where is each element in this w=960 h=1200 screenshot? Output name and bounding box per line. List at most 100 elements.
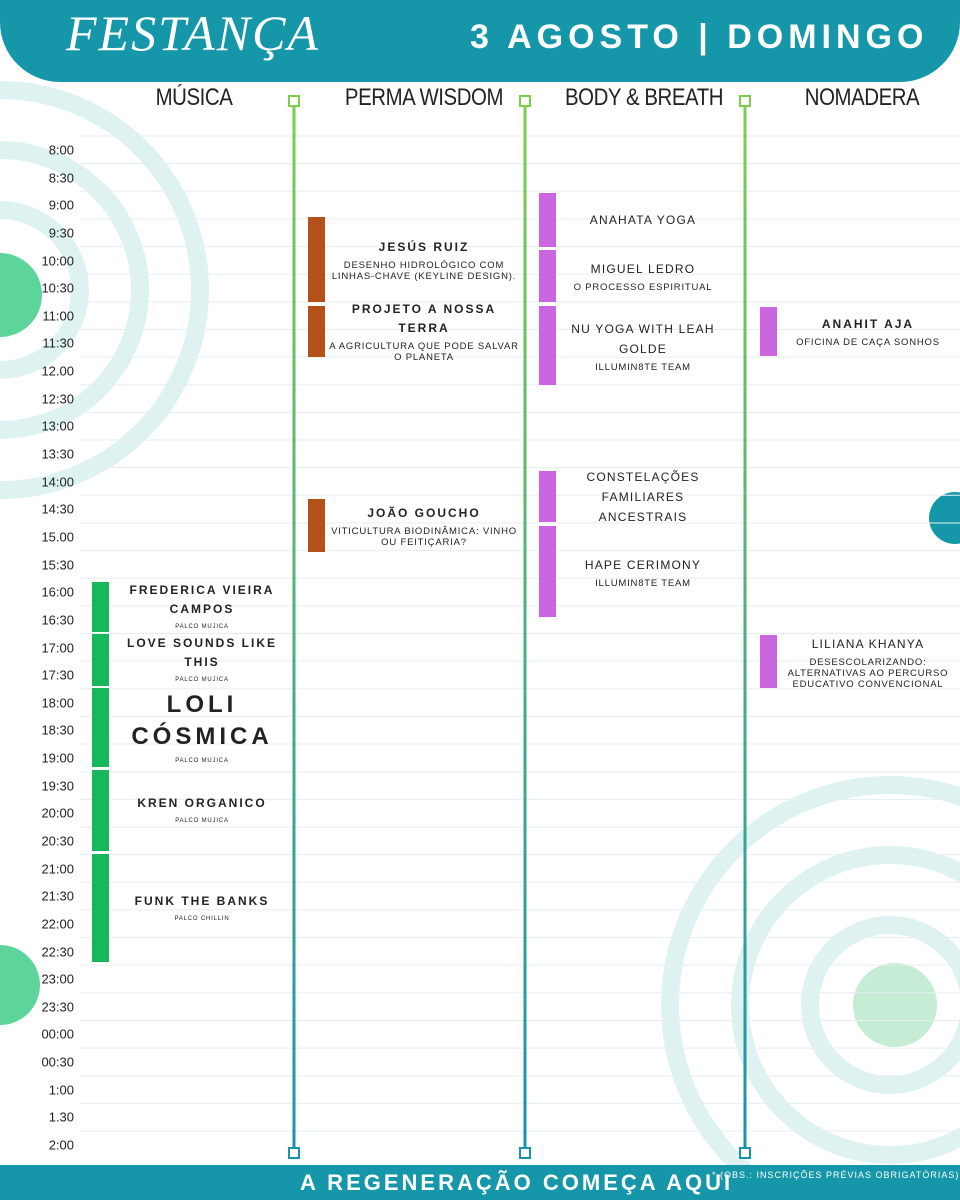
- time-label: 17:00: [41, 640, 74, 655]
- event: NU YOGA WITH LEAH GOLDE ILLUMIN8TE TEAM: [557, 302, 729, 389]
- event: ANAHATA YOGA: [557, 189, 729, 251]
- time-label: 11:30: [42, 335, 74, 351]
- event-block: [539, 306, 556, 385]
- divider: [523, 102, 527, 1152]
- event-title: ANAHATA YOGA: [589, 213, 697, 227]
- event-detail: ILLUMIN8TE TEAM: [595, 577, 691, 589]
- event-title: JESÚS RUIZ: [378, 239, 470, 254]
- time-label: 14:30: [41, 501, 74, 517]
- event-block: [308, 217, 325, 302]
- time-label: 10:00: [41, 253, 74, 269]
- event-detail: DESENHO HIDROLÓGICO COM LINHAS-CHAVE (KE…: [331, 259, 517, 282]
- event: LOVE SOUNDS LIKE THIS PALCO MUJICA: [112, 630, 292, 690]
- time-label: 12:30: [41, 391, 74, 407]
- time-label: 15.00: [41, 529, 74, 545]
- event-block: [92, 688, 109, 767]
- time-label: 15:30: [41, 557, 74, 573]
- event-title: NU YOGA WITH LEAH GOLDE: [571, 321, 715, 356]
- event-title: LOVE SOUNDS LIKE THIS: [126, 636, 277, 669]
- time-label: 22:00: [41, 916, 74, 932]
- event-title: LOLI CÓSMICA: [131, 690, 273, 750]
- time-label: 8:00: [48, 142, 74, 158]
- event-block: [92, 854, 109, 962]
- time-label: 21:00: [41, 861, 74, 877]
- event-detail: VITICULTURA BIODINÂMICA: VINHO OU FEITIÇ…: [331, 525, 517, 548]
- time-label: 2:00: [48, 1137, 74, 1153]
- event-block: [308, 499, 325, 552]
- event-block: [308, 306, 325, 357]
- time-label: 17:30: [41, 667, 74, 683]
- event-title: CONSTELAÇÕES FAMILIARES ANCESTRAIS: [586, 469, 700, 524]
- event-block: [92, 634, 109, 686]
- divider-cap: [739, 1147, 751, 1159]
- tagline: A REGENERAÇÃO COMEÇA AQUI: [300, 1170, 734, 1195]
- event-detail: PALCO CHILLIN: [174, 915, 230, 922]
- divider: [743, 102, 747, 1152]
- event-title: MIGUEL LEDRO: [590, 262, 696, 276]
- event-detail: ILLUMIN8TE TEAM: [595, 361, 691, 373]
- time-label: 13:30: [41, 446, 74, 462]
- column-header: MÚSICA: [155, 84, 233, 111]
- event-title: PROJETO A NOSSA TERRA: [351, 302, 497, 335]
- event-detail: OFICINA DE CAÇA SONHOS: [796, 337, 940, 348]
- event-title: FUNK THE BANKS: [134, 893, 270, 908]
- date: 3 AGOSTO | DOMINGO: [470, 18, 929, 56]
- column-header: PERMA WISDOM: [344, 84, 504, 111]
- time-label: 20:00: [41, 805, 74, 821]
- event: JESÚS RUIZ DESENHO HIDROLÓGICO COM LINHAS…: [326, 213, 522, 306]
- divider: [292, 102, 296, 1152]
- note: * (OBS.: INSCRIÇÕES PRÉVIAS OBRIGATÓRIAS…: [712, 1170, 960, 1180]
- event-title: ANAHIT AJA: [821, 317, 915, 331]
- event-block: [92, 582, 109, 632]
- event: JOÃO GOUCHO VITICULTURA BIODINÂMICA: VINH…: [326, 495, 522, 556]
- time-label: 19:00: [41, 750, 74, 766]
- event-title: HAPE CERIMONY: [584, 557, 702, 572]
- event-block: [539, 250, 556, 302]
- time-label: 20:30: [41, 833, 74, 849]
- event: MIGUEL LEDRO O PROCESSO ESPIRITUAL: [557, 246, 729, 306]
- time-label: 22:30: [41, 944, 74, 960]
- event-detail: PALCO MUJICA: [175, 624, 229, 630]
- event-block: [539, 526, 556, 617]
- event: KREN ORGANICO PALCO MUJICA: [112, 766, 292, 855]
- divider-cap: [519, 95, 531, 107]
- event: PROJETO A NOSSA TERRA A AGRICULTURA QUE P…: [326, 302, 522, 363]
- event-block: [760, 635, 777, 688]
- time-label: 00:00: [41, 1026, 74, 1042]
- event: FUNK THE BANKS PALCO CHILLIN: [112, 850, 292, 966]
- logo: FESTANÇA: [66, 5, 320, 61]
- time-label: 16:30: [41, 612, 74, 628]
- time-label: 9:30: [48, 225, 74, 241]
- event-block: [760, 307, 777, 356]
- time-label: 9:00: [48, 197, 74, 213]
- time-label: 13:00: [41, 418, 74, 434]
- time-label: 21:30: [41, 888, 74, 904]
- column-header: BODY & BREATH: [564, 84, 724, 111]
- event-block: [539, 471, 556, 522]
- time-label: 00:30: [41, 1054, 74, 1070]
- time-label: 14:00: [41, 474, 74, 490]
- event: ANAHIT AJA OFICINA DE CAÇA SONHOS: [776, 303, 960, 360]
- time-label: 12.00: [41, 363, 74, 379]
- time-label: 18:00: [41, 695, 74, 711]
- event-title: FREDERICA VIEIRA CAMPOS: [129, 583, 275, 616]
- header-banner: [0, 0, 960, 82]
- event: LOLI CÓSMICA PALCO MUJICA: [112, 684, 292, 771]
- time-label: 10:30: [41, 280, 74, 296]
- event: HAPE CERIMONY ILLUMIN8TE TEAM: [557, 522, 729, 621]
- event: FREDERICA VIEIRA CAMPOS PALCO MUJICA: [112, 578, 292, 636]
- time-label: 18:30: [41, 722, 74, 738]
- event-detail: PALCO MUJICA: [175, 818, 229, 824]
- event-title: LILIANA KHANYA: [811, 636, 925, 651]
- event-detail: DESESCOLARIZANDO: ALTERNATIVAS AO PERCUR…: [787, 656, 949, 690]
- event-detail: O PROCESSO ESPIRITUAL: [573, 282, 713, 293]
- time-label: 11:00: [42, 308, 74, 324]
- event-block: [539, 193, 556, 247]
- event: CONSTELAÇÕES FAMILIARES ANCESTRAIS: [557, 467, 729, 526]
- divider-cap: [288, 1147, 300, 1159]
- event-detail: PALCO MUJICA: [175, 757, 229, 764]
- event-block: [92, 770, 109, 851]
- divider-cap: [519, 1147, 531, 1159]
